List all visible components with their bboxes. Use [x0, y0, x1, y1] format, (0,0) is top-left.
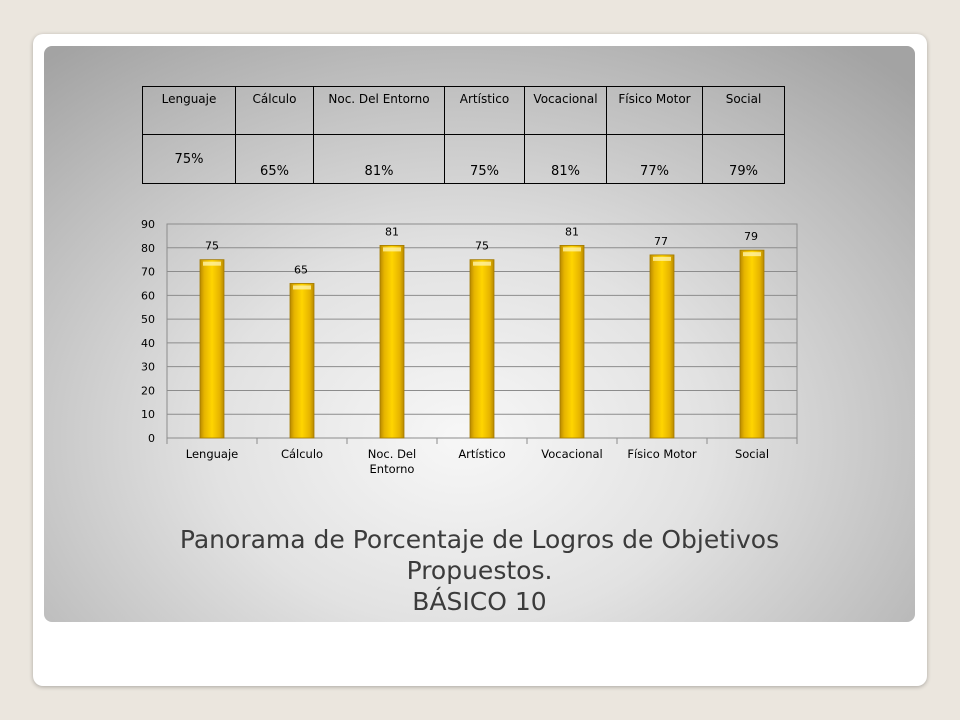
y-tick-label: 30 [141, 361, 155, 374]
data-label: 65 [294, 263, 308, 276]
chart-caption: Panorama de Porcentaje de Logros de Obje… [44, 524, 915, 617]
header-cell: Lenguaje [142, 86, 236, 135]
header-cell: Social [702, 86, 785, 135]
header-cell: Vocacional [524, 86, 607, 135]
bar [289, 283, 315, 439]
data-label: 75 [475, 240, 489, 253]
bar-highlight [743, 252, 761, 257]
x-tick-label: Noc. Del Entorno [368, 447, 416, 476]
x-tick-label: Social [735, 447, 769, 461]
bar [649, 254, 675, 439]
x-tick-label: Físico Motor [627, 447, 697, 461]
value-cell: 77% [606, 134, 703, 184]
value-cell: 79% [702, 134, 785, 184]
x-tick-label: Cálculo [281, 447, 323, 461]
bar-highlight [383, 247, 401, 252]
y-tick-label: 80 [141, 242, 155, 255]
y-tick-label: 50 [141, 313, 155, 326]
y-tick-label: 90 [141, 218, 155, 231]
y-tick-label: 20 [141, 384, 155, 397]
y-tick-label: 0 [148, 432, 155, 445]
bar [739, 249, 765, 439]
value-cell: 81% [524, 134, 607, 184]
data-label: 81 [565, 225, 579, 238]
value-cell: 65% [235, 134, 314, 184]
data-label: 79 [744, 230, 758, 243]
header-cell: Noc. Del Entorno [313, 86, 445, 135]
data-label: 81 [385, 225, 399, 238]
y-tick-label: 40 [141, 337, 155, 350]
bar-highlight [473, 261, 491, 266]
x-tick-label: Artístico [458, 447, 505, 461]
header-cell: Físico Motor [606, 86, 703, 135]
x-tick-label: Lenguaje [186, 447, 238, 461]
bar-chart: 0 10 20 30 40 50 60 70 80 90 75 Lenguaje 65 Cálculo 81… [141, 218, 798, 476]
value-cell: 75% [444, 134, 525, 184]
x-tick-label: Vocacional [541, 447, 602, 461]
caption-line-3: BÁSICO 10 [412, 587, 547, 616]
value-cell: 81% [313, 134, 445, 184]
header-cell: Cálculo [235, 86, 314, 135]
bar [559, 245, 585, 439]
bar-highlight [653, 256, 671, 261]
summary-table: Lenguaje Cálculo Noc. Del Entorno Artíst… [142, 86, 785, 184]
y-tick-label: 70 [141, 266, 155, 279]
caption-line-2: Propuestos. [406, 556, 553, 585]
header-cell: Artístico [444, 86, 525, 135]
table-value-row: 75% 65% 81% 75% 81% 77% 79% [142, 134, 785, 184]
caption-line-1: Panorama de Porcentaje de Logros de Obje… [179, 525, 780, 554]
bar [469, 259, 495, 439]
y-tick-label: 60 [141, 289, 155, 302]
bar [199, 259, 225, 439]
bar-highlight [203, 261, 221, 266]
bar-highlight [563, 247, 581, 252]
value-cell: 75% [142, 134, 236, 184]
data-label: 77 [654, 235, 668, 248]
table-header-row: Lenguaje Cálculo Noc. Del Entorno Artíst… [142, 86, 785, 135]
data-label: 75 [205, 240, 219, 253]
bar-highlight [293, 285, 311, 290]
y-tick-label: 10 [141, 408, 155, 421]
bar [379, 245, 405, 439]
